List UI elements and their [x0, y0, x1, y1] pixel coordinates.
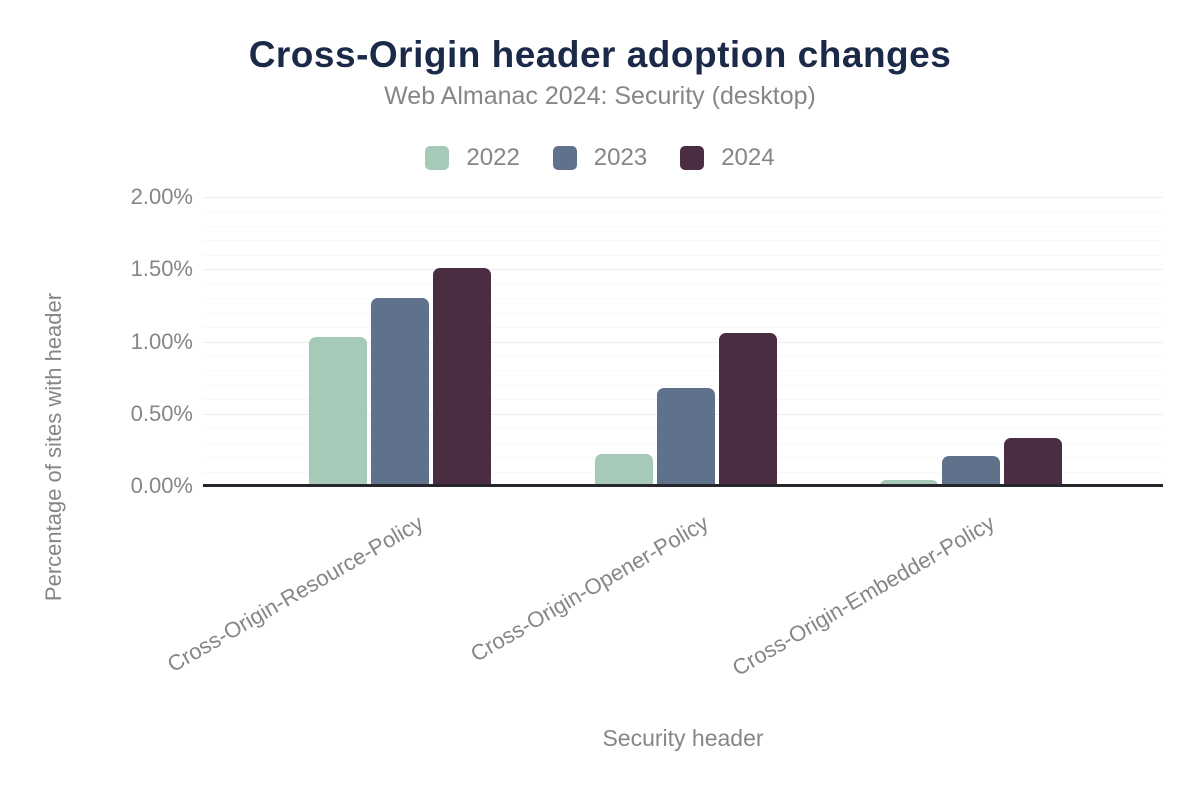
gridline-minor [203, 370, 1163, 372]
y-tick-label: 0.50% [130, 400, 193, 426]
gridline-minor [203, 283, 1163, 285]
bar-2023-Cross-Origin-Opener-Policy[interactable] [656, 387, 715, 486]
x-category-label: Cross-Origin-Resource-Policy [163, 510, 428, 678]
y-tick-label: 1.00% [130, 328, 193, 354]
y-tick-label: 0.00% [130, 473, 193, 498]
legend-swatch [552, 146, 577, 170]
chart-subtitle: Web Almanac 2024: Security (desktop) [384, 82, 816, 110]
x-axis-title: Security header [602, 725, 764, 751]
gridline-minor [203, 211, 1163, 213]
gridline-minor [203, 355, 1163, 357]
gridline-minor [203, 312, 1163, 314]
legend-label: 2022 [466, 144, 520, 171]
x-category-label: Cross-Origin-Embedder-Policy [727, 510, 999, 681]
gridline-minor [203, 254, 1163, 256]
legend-item-2023[interactable]: 2023 [552, 144, 648, 172]
plot-area [203, 197, 1163, 486]
legend-item-2024[interactable]: 2024 [680, 144, 775, 172]
legend: 2022 2023 2024 [0, 144, 1200, 172]
bar-2022-Cross-Origin-Resource-Policy[interactable] [309, 337, 367, 486]
bar-2022-Cross-Origin-Embedder-Policy[interactable] [880, 480, 938, 486]
bar-2024-Cross-Origin-Resource-Policy[interactable] [433, 267, 491, 486]
y-tick-label: 1.50% [130, 256, 193, 282]
x-axis-line [203, 484, 1163, 487]
bar-2022-Cross-Origin-Opener-Policy[interactable] [594, 454, 653, 486]
x-category-label: Cross-Origin-Opener-Policy [466, 510, 713, 667]
legend-swatch [680, 146, 705, 170]
y-tick-label: 2.00% [130, 184, 193, 209]
gridline-minor [203, 240, 1163, 242]
gridline-major [203, 341, 1163, 343]
gridline-major [203, 269, 1163, 271]
bar-2023-Cross-Origin-Embedder-Policy[interactable] [942, 455, 1000, 486]
legend-label: 2023 [593, 144, 648, 171]
chart-title: Cross-Origin header adoption changes [248, 34, 952, 75]
legend-item-2022[interactable]: 2022 [425, 144, 520, 172]
legend-swatch [425, 146, 450, 170]
bar-2024-Cross-Origin-Opener-Policy[interactable] [718, 332, 777, 486]
gridline-major [203, 197, 1163, 198]
legend-label: 2024 [721, 144, 775, 171]
bar-2023-Cross-Origin-Resource-Policy[interactable] [371, 298, 429, 486]
gridline-minor [203, 327, 1163, 329]
gridline-minor [203, 384, 1163, 386]
gridline-minor [203, 298, 1163, 300]
bar-2024-Cross-Origin-Embedder-Policy[interactable] [1004, 438, 1062, 486]
gridline-minor [203, 225, 1163, 227]
